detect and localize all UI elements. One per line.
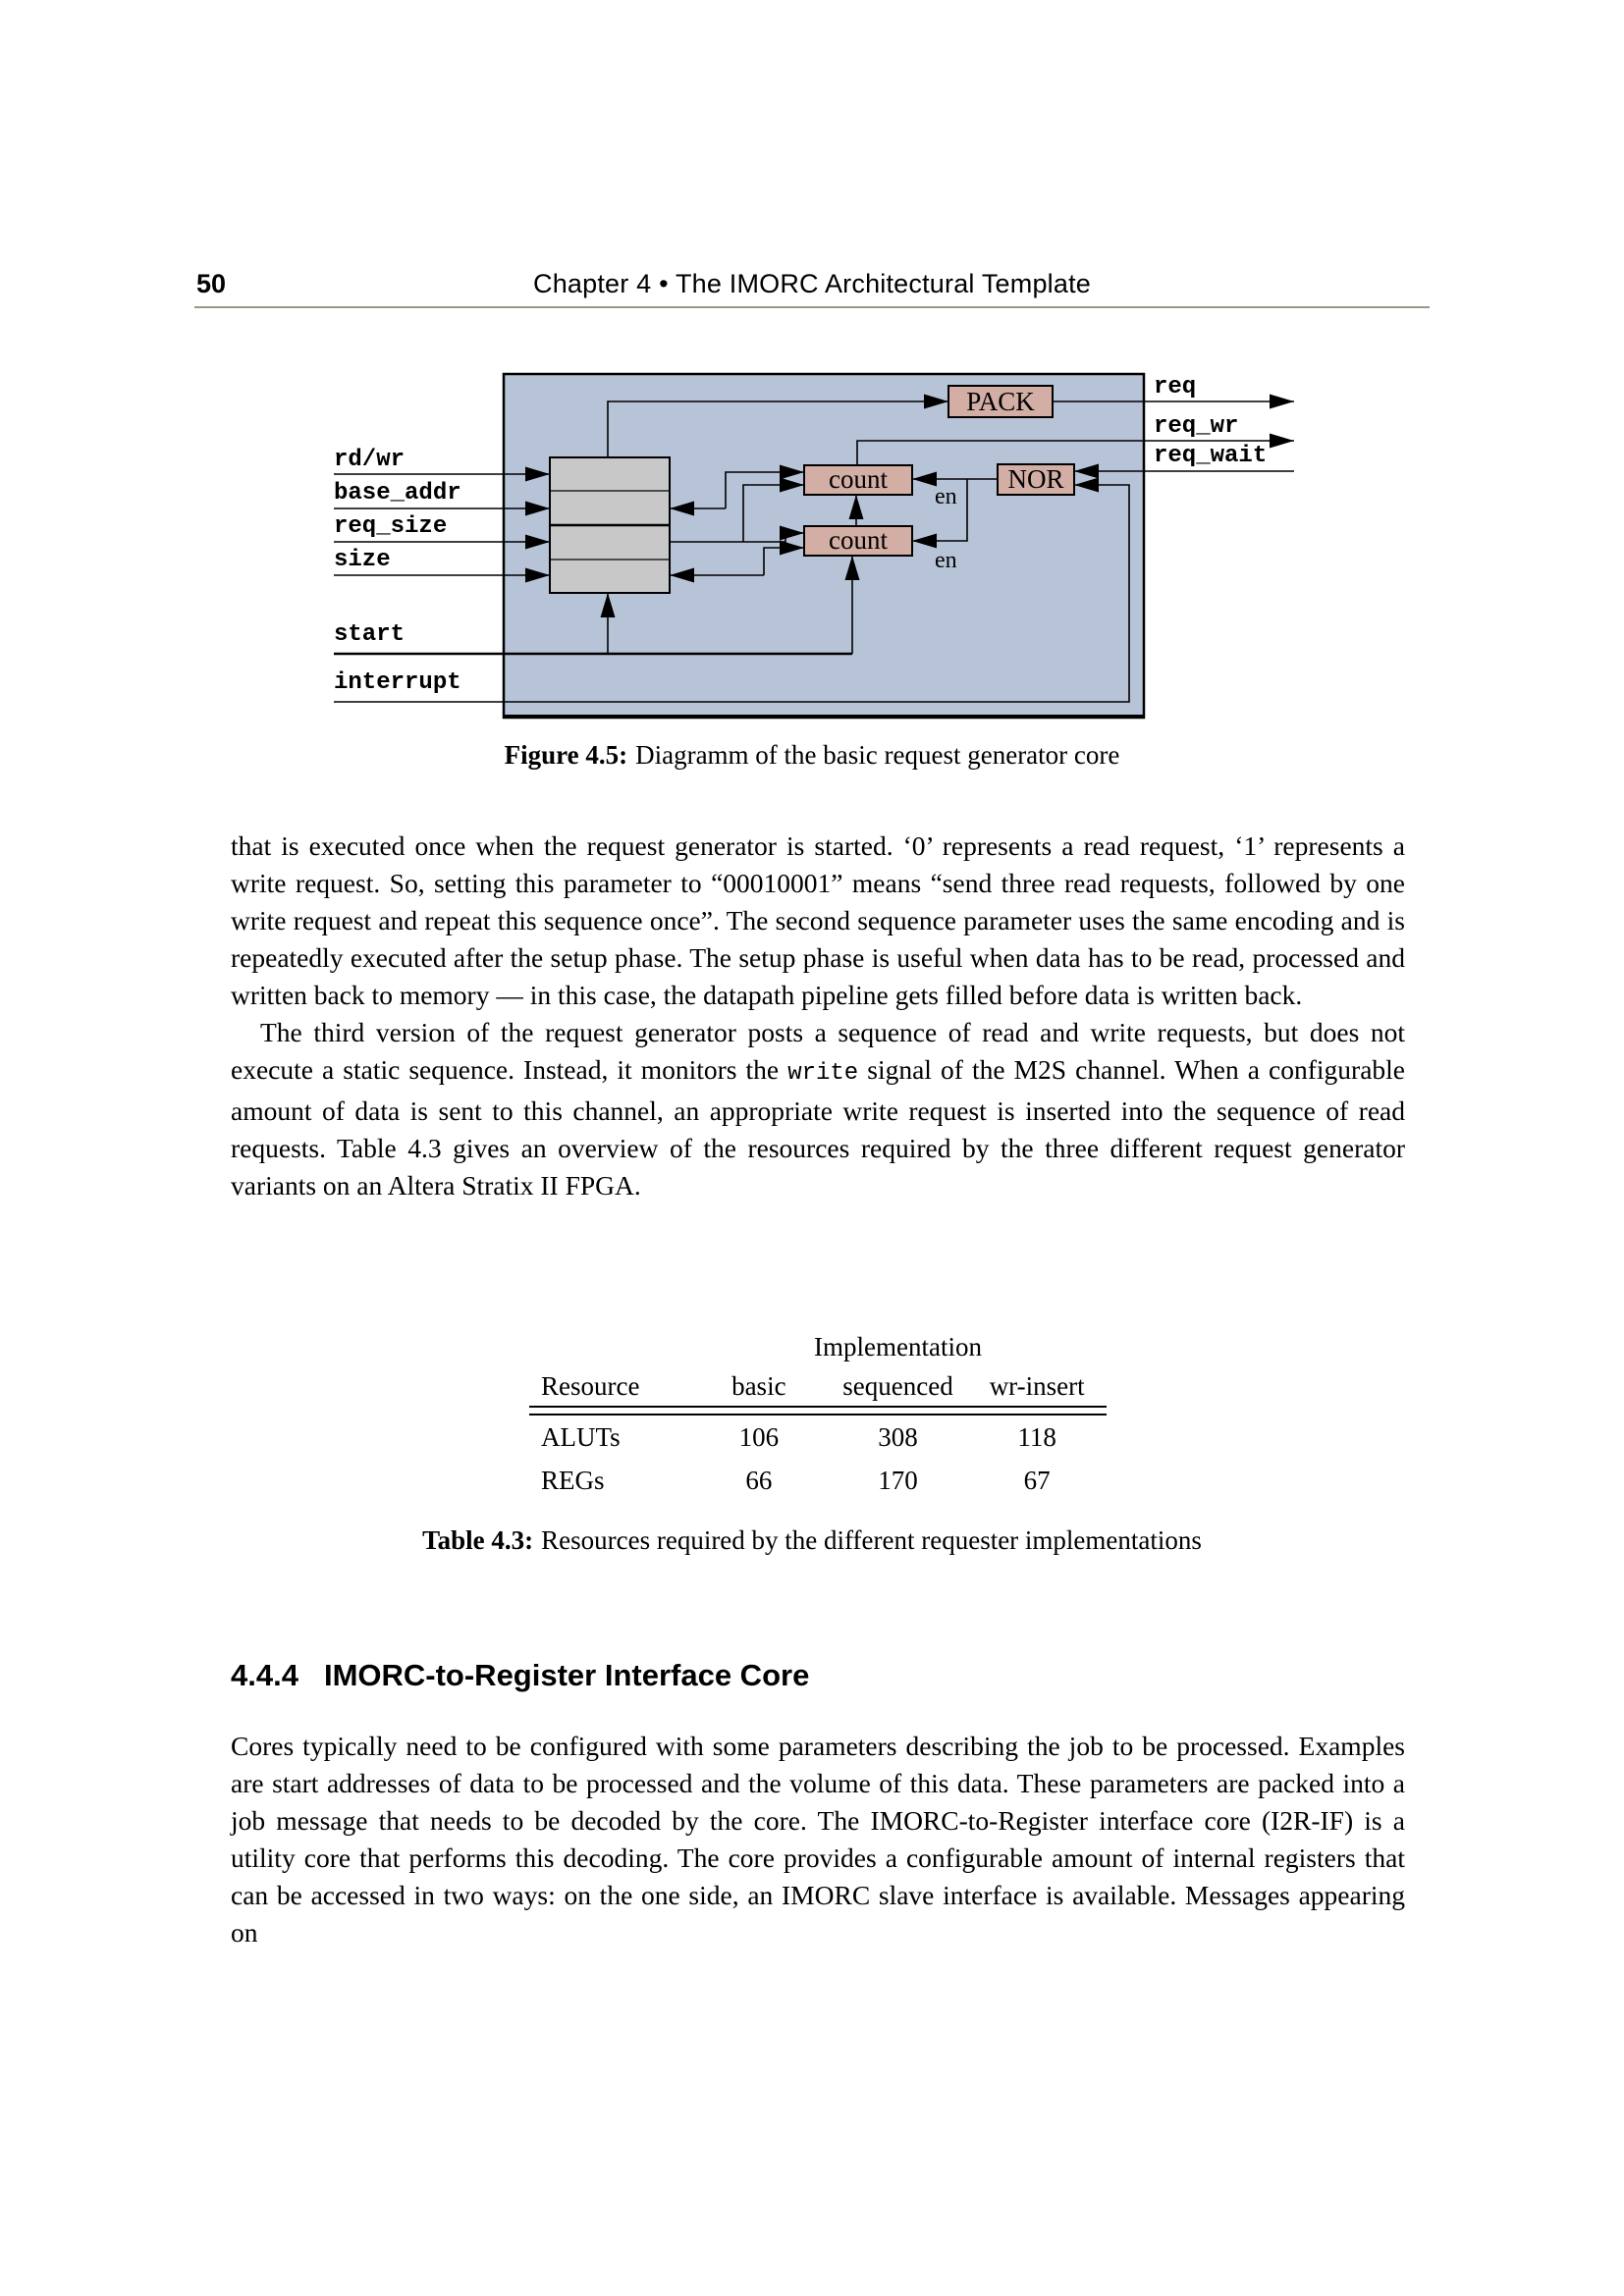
cell-resource: ALUTs <box>541 1421 621 1452</box>
body-text: that is executed once when the request g… <box>231 828 1405 1204</box>
figure-caption: Figure 4.5: Diagramm of the basic request… <box>0 738 1624 772</box>
pack-block <box>947 385 1054 418</box>
paragraph-2-post: signal of the M2S channel. When a config… <box>231 1054 1405 1201</box>
signal-req-label: req <box>1154 374 1196 400</box>
nor-block <box>997 463 1075 496</box>
table-group-header-row: Implementation <box>529 1327 1107 1366</box>
table-caption-text: Resources required by the different requ… <box>541 1525 1202 1555</box>
section-title: IMORC-to-Register Interface Core <box>323 1658 810 1692</box>
table-row: REGs 66 170 67 <box>529 1459 1107 1502</box>
page-number: 50 <box>196 269 227 298</box>
count-top-label: count <box>829 464 888 494</box>
wires <box>334 394 1294 703</box>
wire-req-wr-out <box>856 433 1294 465</box>
resource-table: Implementation Resource basic sequenced … <box>529 1327 1107 1502</box>
chapter-title: Chapter 4 • The IMORC Architectural Temp… <box>533 269 1091 298</box>
header-rule <box>194 306 1430 308</box>
wire-nor-to-count-bottom <box>912 479 968 549</box>
figure-4-5-diagram: PACK count count NOR en en rd/wr base_ad… <box>334 372 1294 720</box>
wire-reqsize-to-count-bottom <box>670 525 804 543</box>
signal-interrupt-label: interrupt <box>334 669 461 696</box>
paragraph-1: that is executed once when the request g… <box>231 830 1405 1010</box>
table-row: ALUTs 106 308 118 <box>529 1415 1107 1459</box>
wire-feedback-bottom-a <box>763 540 804 575</box>
pack-label: PACK <box>966 387 1035 416</box>
column-header-resource: Resource <box>529 1366 689 1408</box>
count-top-block <box>803 464 913 496</box>
wire-interrupt <box>334 477 1130 703</box>
cell-resource: REGs <box>541 1465 605 1495</box>
wire-feedback-top-a <box>725 464 804 508</box>
figure-caption-text: Diagramm of the basic request generator … <box>635 740 1120 770</box>
cell-value: 66 <box>745 1465 773 1495</box>
count-bottom-label: count <box>829 525 888 555</box>
cell-value: 118 <box>1017 1421 1056 1452</box>
table-double-rule-spacer <box>529 1407 1107 1415</box>
running-header: 50 Chapter 4 • The IMORC Architectural T… <box>0 267 1624 300</box>
write-signal-code: write <box>787 1060 859 1087</box>
signal-req-size-label: req_size <box>334 513 447 540</box>
signal-size-label: size <box>334 547 391 573</box>
enable-top-label: en <box>935 484 957 509</box>
cell-value: 170 <box>878 1465 918 1495</box>
table-caption-label: Table 4.3: <box>422 1525 534 1555</box>
cell-value: 67 <box>1023 1465 1051 1495</box>
nor-label: NOR <box>1007 464 1063 494</box>
paragraph-2-pre: The third version of the request generat… <box>231 1017 1405 1085</box>
signal-start-label: start <box>334 621 405 648</box>
table-group-header: Implementation <box>814 1331 982 1362</box>
signal-rdwr-label: rd/wr <box>334 447 405 473</box>
paragraph-2: The third version of the request generat… <box>231 1014 1405 1204</box>
cell-value: 308 <box>878 1421 918 1452</box>
paragraph-3: Cores typically need to be configured wi… <box>231 1731 1405 1948</box>
wire-reqsize-to-count-top <box>742 477 804 542</box>
figure-caption-label: Figure 4.5: <box>504 740 628 770</box>
section-heading: 4.4.4 IMORC-to-Register Interface Core <box>231 1657 809 1694</box>
column-header-wr-insert: wr-insert <box>967 1366 1107 1408</box>
table-caption: Table 4.3: Resources required by the diff… <box>0 1523 1624 1557</box>
table-header-row: Resource basic sequenced wr-insert <box>529 1366 1107 1408</box>
signal-req-wait-label: req_wait <box>1154 443 1267 469</box>
count-bottom-block <box>803 525 913 557</box>
cell-value: 106 <box>738 1421 780 1452</box>
signal-req-wr-label: req_wr <box>1154 413 1238 440</box>
section-number: 4.4.4 <box>231 1658 298 1692</box>
enable-bottom-label: en <box>935 548 957 573</box>
wire-registers-to-pack <box>607 394 948 457</box>
column-header-sequenced: sequenced <box>828 1366 968 1408</box>
signal-base-addr-label: base_addr <box>334 480 461 507</box>
column-header-basic: basic <box>689 1366 829 1408</box>
